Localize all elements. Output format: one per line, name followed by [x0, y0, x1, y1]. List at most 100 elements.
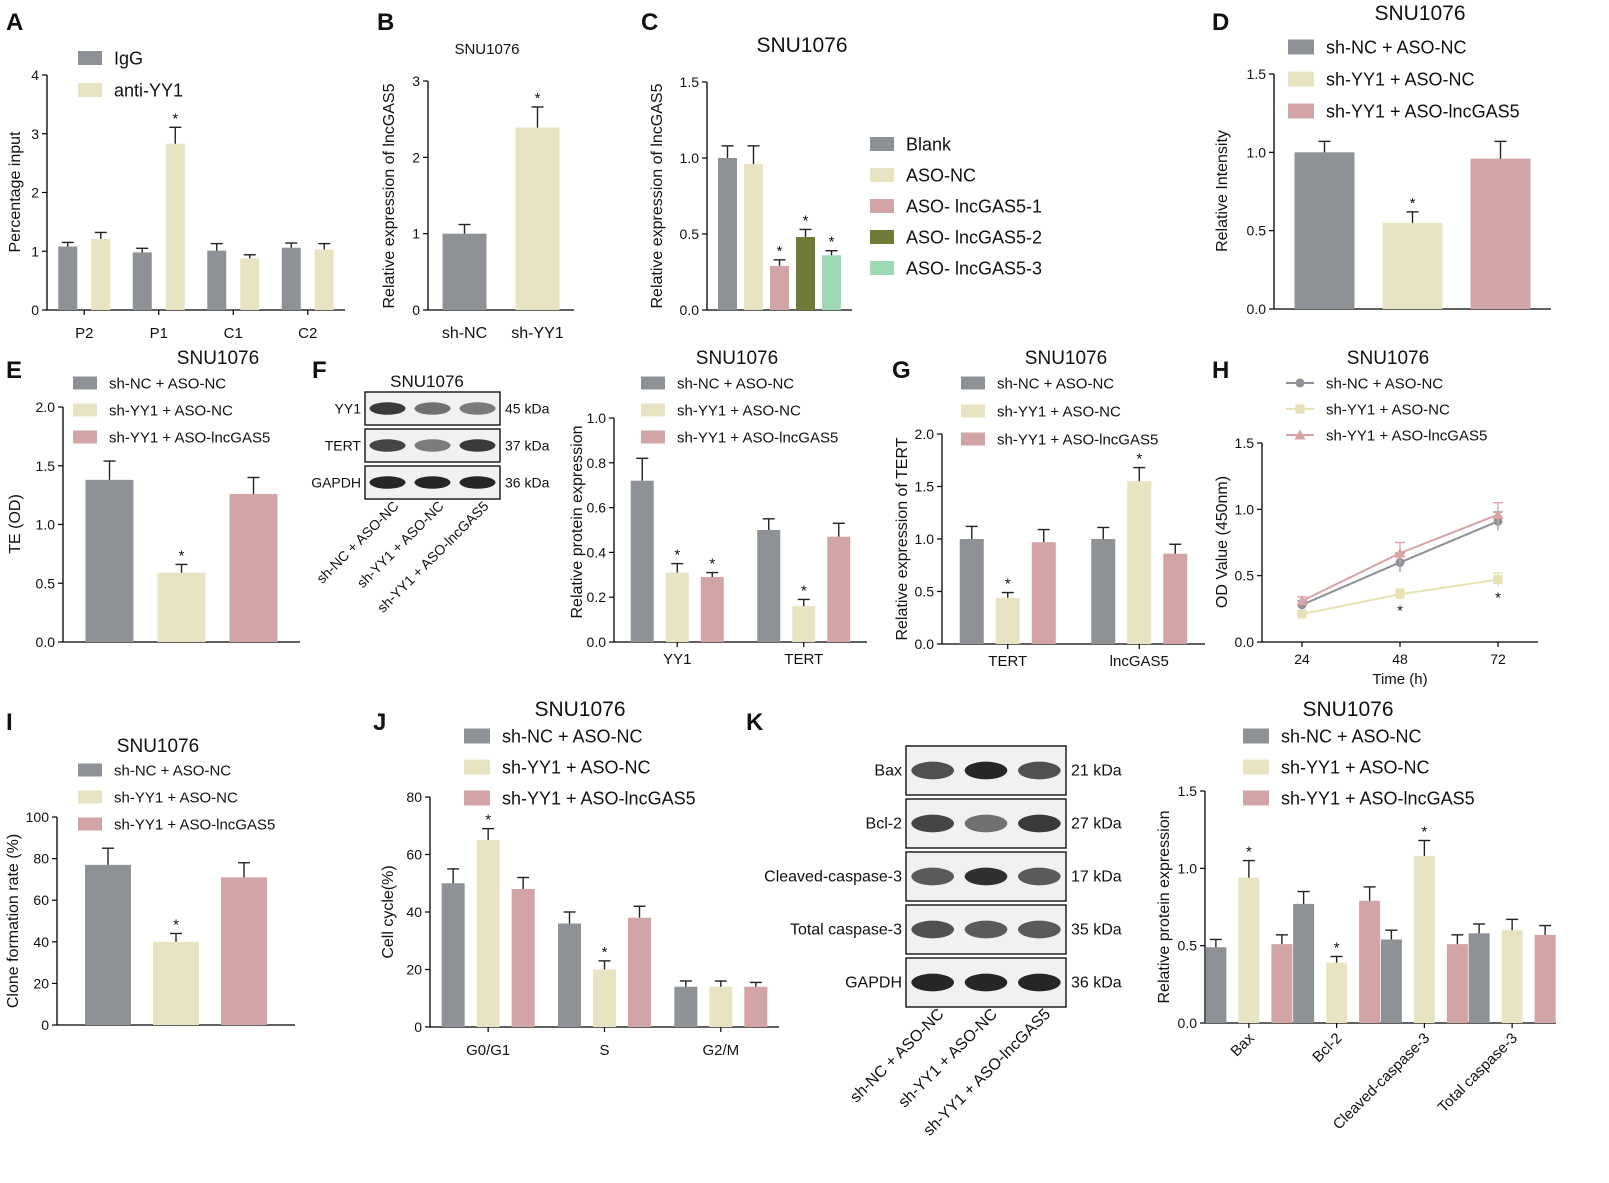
- bar: [796, 237, 815, 310]
- blot-band: [459, 402, 496, 415]
- blot-kda-label: 36 kDa: [1071, 975, 1122, 992]
- blot-band: [414, 476, 451, 489]
- y-tick-label: 0.0: [1235, 634, 1255, 650]
- bar: [91, 238, 111, 310]
- legend-swatch: [641, 376, 665, 390]
- y-tick-label: 1.0: [36, 517, 56, 533]
- blot-kda-label: 17 kDa: [1071, 869, 1122, 886]
- western-blot-k: Bax 21 kDa Bcl-2 27 kDa Cleaved-caspase-3 17 …: [764, 745, 1122, 1140]
- panel-h: H SNU1076 0.0 0.5 1.0 1.5 OD Value (450nm) 24 48…: [1212, 348, 1538, 688]
- legend-label: sh-YY1 + ASO-NC: [114, 789, 238, 806]
- y-tick-label: 0.5: [1178, 938, 1198, 954]
- legend-label: anti-YY1: [114, 80, 183, 100]
- bar: [792, 606, 816, 642]
- y-axis-label: Cell cycle(%): [380, 865, 397, 958]
- panel-e: E SNU1076 0.0 0.5 1.0 1.5 2.0 TE (OD) * sh-NC + A…: [6, 348, 300, 650]
- data-point: [1297, 609, 1307, 619]
- bar: [1293, 903, 1315, 1023]
- legend-swatch: [78, 763, 102, 777]
- bar: [959, 539, 984, 644]
- y-tick-label: 0.0: [587, 634, 607, 650]
- y-tick-label: 0.0: [915, 636, 935, 652]
- legend-swatch: [78, 51, 102, 65]
- blot-row-label: GAPDH: [311, 475, 361, 491]
- bar: [221, 877, 267, 1025]
- bar: [744, 986, 768, 1027]
- bar: [700, 577, 724, 642]
- y-tick-label: 0.2: [587, 589, 607, 605]
- bar: [165, 143, 185, 310]
- bar: [630, 480, 654, 642]
- y-tick-label: 1.5: [1235, 435, 1255, 451]
- blot-band: [369, 402, 406, 415]
- y-tick-label: 0.5: [1247, 223, 1267, 239]
- legend-label: sh-NC + ASO-NC: [997, 375, 1114, 392]
- legend-swatch: [1243, 790, 1269, 806]
- bar: [441, 883, 465, 1027]
- bar: [1470, 158, 1531, 309]
- bar: [511, 889, 535, 1027]
- y-tick-label: 2.0: [915, 426, 935, 442]
- blot-band: [1018, 973, 1061, 992]
- legend-label: Blank: [906, 134, 952, 154]
- y-tick-label: 0.6: [587, 500, 607, 516]
- panel-letter: J: [373, 709, 386, 736]
- panel-d: D SNU1076 0.0 0.5 1.0 1.5 Relative Intensity * s…: [1212, 2, 1551, 317]
- significance-star: *: [173, 916, 179, 933]
- legend-label: sh-YY1 + ASO-NC: [109, 402, 233, 419]
- panel-letter: I: [6, 709, 13, 736]
- significance-star: *: [1136, 451, 1142, 468]
- legend-swatch: [464, 728, 490, 744]
- legend-swatch: [870, 168, 894, 182]
- legend-swatch: [870, 230, 894, 244]
- y-tick-label: 4: [31, 67, 39, 83]
- blot-band: [1018, 920, 1061, 939]
- legend-label: IgG: [114, 48, 143, 68]
- blot-band: [911, 973, 955, 992]
- x-axis-label: Time (h): [1372, 671, 1427, 688]
- legend-swatch: [870, 261, 894, 275]
- blot-title: SNU1076: [390, 372, 464, 391]
- bar: [1380, 939, 1402, 1023]
- bar: [281, 247, 301, 310]
- legend-swatch: [870, 199, 894, 213]
- y-tick-label: 0.5: [1235, 568, 1255, 584]
- blot-band: [1018, 761, 1061, 780]
- legend-swatch: [78, 790, 102, 804]
- y-tick-label: 0.0: [680, 302, 700, 318]
- significance-star: *: [777, 243, 783, 260]
- blot-kda-label: 27 kDa: [1071, 816, 1122, 833]
- y-tick-label: 1.5: [1247, 66, 1267, 82]
- legend-label: sh-YY1 + ASO-NC: [677, 402, 801, 419]
- bar: [1163, 553, 1188, 644]
- x-tick-label: Bcl-2: [1309, 1030, 1345, 1066]
- x-tick-label: TERT: [988, 653, 1027, 670]
- legend-label: sh-NC + ASO-NC: [1326, 375, 1443, 392]
- blot-row-label: TERT: [325, 438, 362, 454]
- blot-row-label: GAPDH: [845, 975, 902, 992]
- panel-title: SNU1076: [696, 348, 778, 369]
- panel-title: SNU1076: [177, 348, 259, 369]
- legend-swatch: [78, 83, 102, 97]
- bar: [85, 864, 131, 1025]
- legend-swatch: [961, 376, 985, 390]
- significance-star: *: [1410, 195, 1416, 212]
- bar: [207, 250, 227, 310]
- significance-star: *: [172, 110, 178, 127]
- y-axis-label: Clone formation rate (%): [5, 834, 22, 1008]
- x-tick-label: 24: [1294, 651, 1310, 667]
- bar: [153, 941, 199, 1025]
- blot-band: [964, 761, 1008, 780]
- bar: [718, 158, 737, 310]
- legend-label: sh-YY1 + ASO-lncGAS5: [1326, 101, 1520, 121]
- blot-row-label: Cleaved-caspase-3: [764, 869, 902, 886]
- y-tick-label: 40: [33, 934, 49, 950]
- x-tick-label: P2: [75, 325, 93, 342]
- legend-label: sh-YY1 + ASO-NC: [1326, 401, 1450, 418]
- y-tick-label: 1.0: [587, 410, 607, 426]
- legend-swatch: [73, 430, 97, 444]
- y-tick-label: 2: [412, 149, 420, 165]
- blot-band: [414, 439, 451, 452]
- legend-label: sh-YY1 + ASO-NC: [1281, 757, 1430, 777]
